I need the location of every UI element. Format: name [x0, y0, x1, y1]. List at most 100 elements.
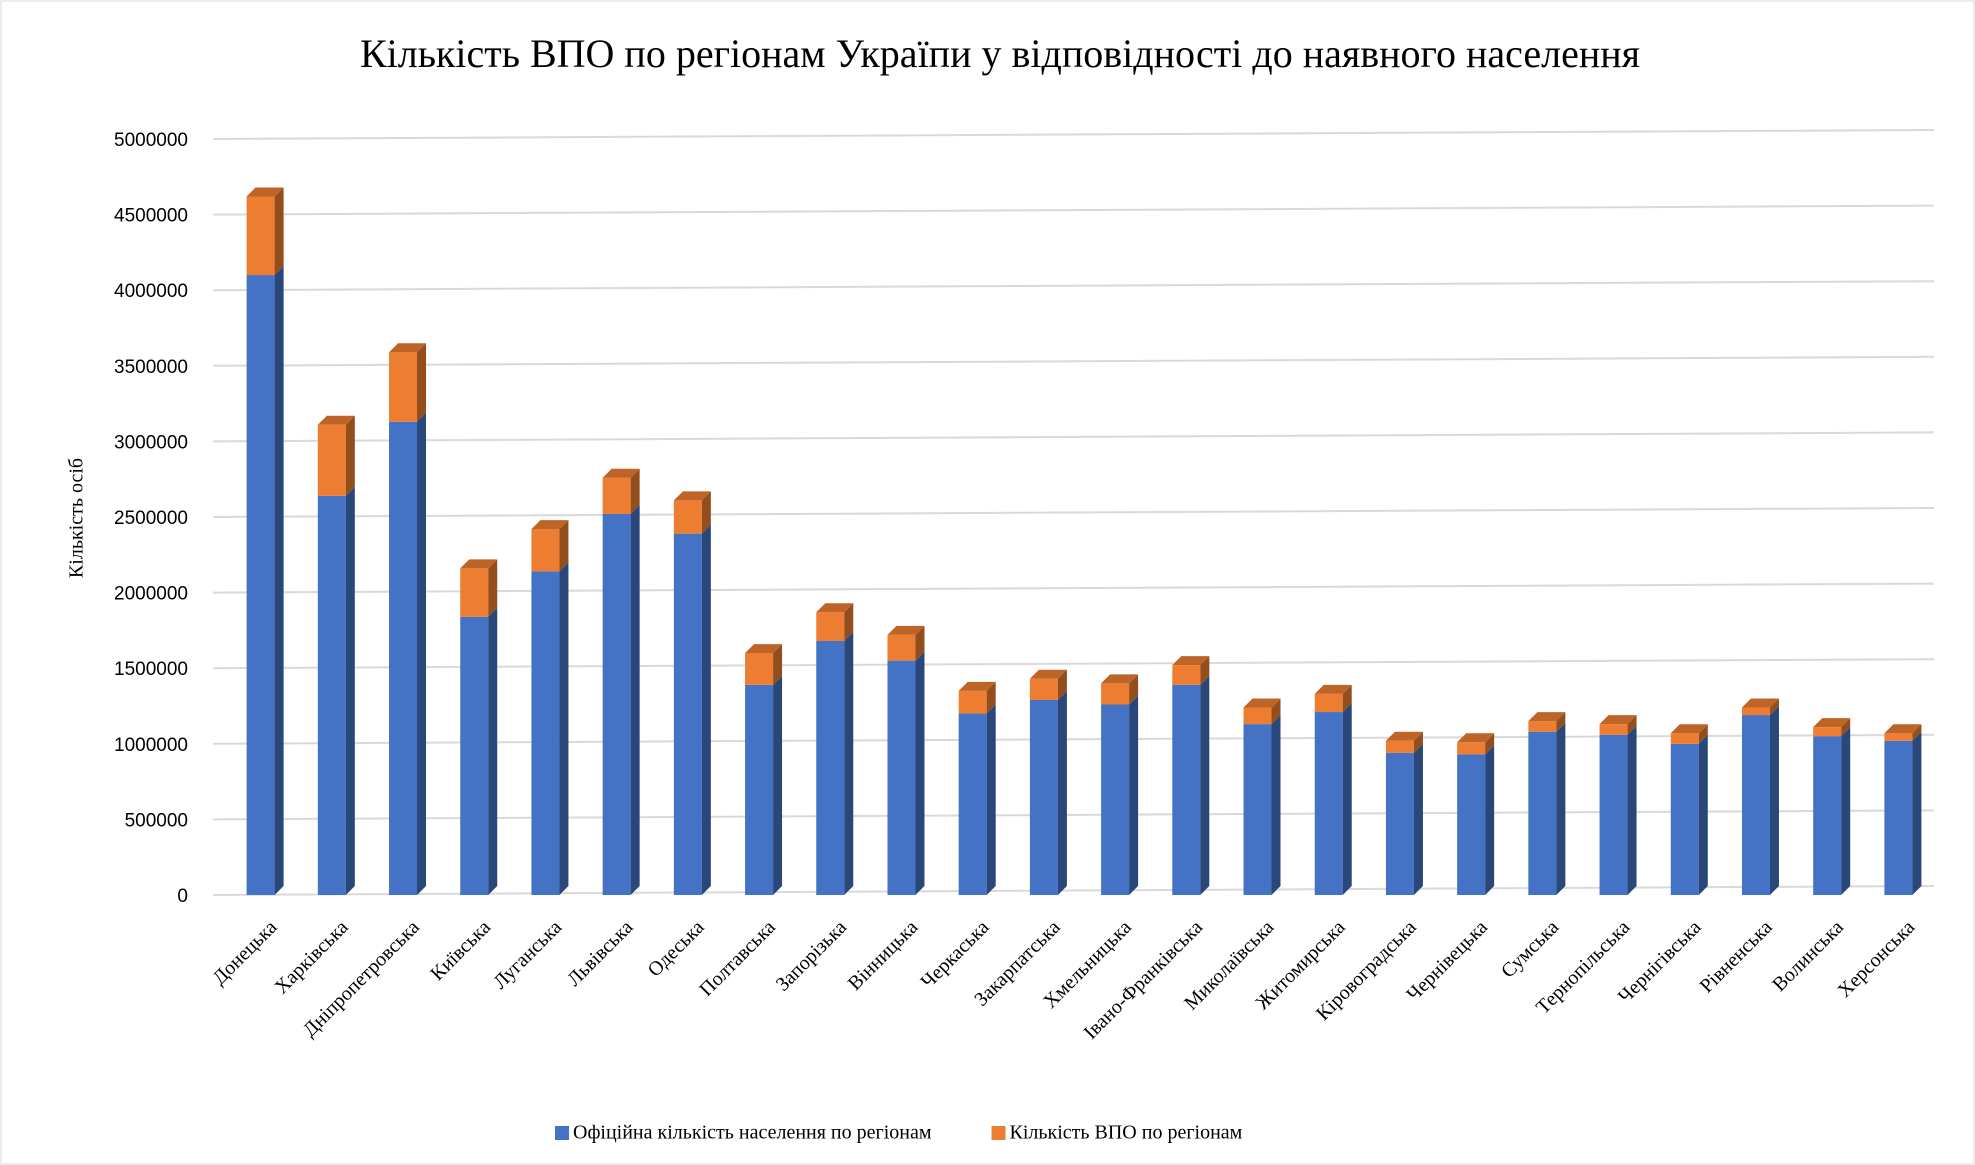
bar-side [1698, 734, 1708, 895]
bar-side [844, 603, 854, 641]
bar-side [488, 559, 498, 617]
bar-side [1129, 674, 1139, 705]
bar [1457, 742, 1486, 755]
bar-top [531, 520, 569, 530]
bar [816, 640, 845, 895]
bar [1101, 704, 1130, 895]
bar-side [1271, 715, 1281, 895]
bar [1385, 752, 1414, 895]
bar-side [1057, 690, 1067, 895]
bar-side [559, 562, 569, 895]
bar [1528, 731, 1557, 895]
bar [887, 634, 916, 661]
bar [246, 196, 275, 276]
bar-side [1413, 743, 1423, 895]
bar [531, 571, 560, 895]
y-axis-title: Кількість осіб [66, 458, 88, 578]
bar-side [773, 644, 783, 685]
bar-side [488, 607, 498, 895]
legend-swatch [991, 1126, 1006, 1140]
bar-top [1741, 698, 1779, 708]
y-tick-label: 0 [177, 886, 188, 907]
y-tick-label: 3000000 [114, 432, 188, 453]
y-tick-label: 3500000 [114, 357, 188, 378]
bar-side [345, 415, 355, 496]
bar [887, 660, 916, 895]
bar-side [1200, 675, 1210, 895]
bar-side [915, 625, 925, 661]
bar [1670, 743, 1699, 895]
grid-line [212, 280, 1935, 292]
bar-top [1813, 718, 1851, 728]
y-tick-label: 1500000 [114, 659, 188, 680]
bar [816, 612, 845, 641]
bar-top [673, 491, 711, 501]
grid-line [212, 885, 1935, 896]
bar-top [816, 603, 854, 613]
bar [460, 616, 489, 895]
grid-line [212, 431, 1935, 443]
bar-top [246, 187, 284, 197]
bar-side [1129, 695, 1139, 895]
y-tick-label: 2000000 [114, 584, 188, 605]
bar-top [958, 681, 996, 691]
bar-side [773, 675, 783, 895]
y-tick-label: 1000000 [114, 735, 188, 756]
bar-side [274, 266, 284, 896]
bar-top [1314, 684, 1352, 694]
bar-side [701, 491, 711, 534]
bar-top [1029, 669, 1067, 679]
legend-swatch [555, 1126, 569, 1140]
bar-side [701, 524, 711, 895]
bar [1670, 733, 1699, 744]
bar [1741, 715, 1770, 895]
bar-side [1769, 698, 1779, 716]
bar [246, 275, 275, 896]
bar-side [417, 412, 427, 895]
grid-line [212, 658, 1935, 670]
bar [389, 352, 418, 422]
bar-side [345, 486, 355, 895]
bar-side [630, 504, 640, 895]
grid-line [212, 582, 1935, 594]
bar-side [1912, 731, 1922, 895]
bar [1813, 727, 1842, 737]
bar-side [1627, 715, 1637, 735]
bar-side [417, 343, 427, 422]
bar [460, 568, 489, 617]
bar [1457, 754, 1486, 895]
bar-side [1485, 733, 1495, 755]
grid-line [212, 507, 1935, 518]
grid-line [212, 204, 1935, 216]
bar-top [1884, 724, 1922, 734]
bar-side [1271, 698, 1281, 725]
legend-label: Офіційна кількість населення по регіонам [573, 1122, 932, 1144]
bar [1741, 707, 1770, 716]
bar [1599, 724, 1628, 735]
bar [1884, 733, 1913, 741]
grid-line [212, 129, 1935, 140]
bar [1029, 699, 1058, 895]
bar-top [745, 644, 783, 654]
bar [1243, 724, 1272, 895]
bar [673, 533, 702, 895]
bar-side [986, 704, 996, 895]
bar-side [1413, 731, 1423, 753]
bar-side [1057, 669, 1067, 700]
bar-top [1670, 724, 1708, 734]
bar-side [915, 651, 925, 895]
chart-title: Кількість ВПО по регіонам Україпи у відп… [360, 31, 1640, 76]
bar-side [1698, 724, 1708, 744]
bar-side [630, 468, 640, 514]
grid-line [212, 809, 1935, 821]
bar [1314, 693, 1343, 713]
bar [1314, 712, 1343, 895]
bar [958, 690, 987, 714]
y-tick-label: 5000000 [114, 130, 188, 151]
bar [1385, 740, 1414, 753]
bar [1528, 721, 1557, 732]
bar-side [1841, 718, 1851, 737]
bar-top [389, 343, 427, 353]
bar [1101, 683, 1130, 705]
bar [1884, 740, 1913, 895]
